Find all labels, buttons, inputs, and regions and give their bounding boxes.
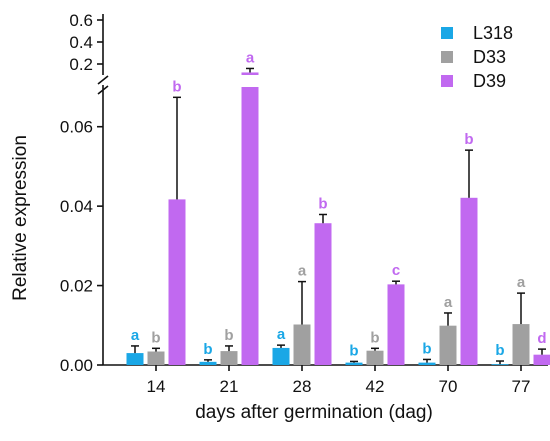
bar (241, 87, 259, 365)
significance-letter: a (277, 326, 286, 343)
x-tick-label: 21 (220, 377, 239, 396)
bar (512, 324, 530, 365)
significance-letter: a (298, 263, 307, 280)
bar (460, 197, 478, 365)
y-tick-label: 0.02 (60, 277, 93, 296)
bar (533, 354, 550, 365)
significance-letter: b (495, 342, 504, 359)
bar (272, 347, 290, 365)
x-tick-label: 42 (366, 377, 385, 396)
legend-swatch (441, 51, 453, 63)
significance-letter: b (318, 195, 327, 212)
significance-letter: a (246, 49, 255, 66)
significance-letter: b (464, 131, 473, 148)
significance-letter: a (131, 327, 140, 344)
bar (491, 364, 509, 365)
significance-letter: b (422, 340, 431, 357)
bar (345, 362, 363, 365)
bar (241, 72, 259, 75)
y-tick-label: 0.4 (69, 33, 93, 52)
x-tick-label: 70 (439, 377, 458, 396)
bar (314, 223, 332, 365)
x-axis-title: days after germination (dag) (195, 402, 433, 423)
significance-letter: a (517, 274, 526, 291)
bar (387, 284, 405, 365)
bar (366, 350, 384, 365)
y-axis-title: Relative expression (10, 135, 31, 301)
axis-break-mark (97, 75, 109, 85)
x-tick-label: 14 (147, 377, 166, 396)
significance-letter: d (537, 330, 546, 347)
legend-label: L318 (473, 23, 513, 43)
significance-letter: a (444, 294, 453, 311)
legend-swatch (441, 75, 453, 87)
significance-letter: b (172, 78, 181, 95)
y-tick-label: 0.6 (69, 11, 93, 30)
bar (220, 351, 238, 365)
y-tick-label: 0.2 (69, 55, 93, 74)
y-tick-label: 0.00 (60, 356, 93, 375)
significance-letter: c (392, 262, 400, 279)
significance-letter: b (151, 329, 160, 346)
significance-letter: b (370, 329, 379, 346)
y-tick-label: 0.06 (60, 118, 93, 137)
bar (126, 353, 144, 365)
bar (168, 199, 186, 365)
bar (199, 361, 217, 365)
bar (293, 324, 311, 365)
x-tick-label: 77 (512, 377, 531, 396)
bar (147, 351, 165, 365)
x-tick-label: 28 (293, 377, 312, 396)
significance-letter: b (203, 341, 212, 358)
legend-swatch (441, 27, 453, 39)
y-tick-label: 0.04 (60, 197, 93, 216)
bar (418, 362, 436, 365)
significance-letter: b (224, 327, 233, 344)
bar (439, 325, 457, 365)
significance-letter: b (349, 342, 358, 359)
axis-break-mark (97, 85, 109, 95)
legend-label: D33 (473, 47, 506, 67)
legend-label: D39 (473, 71, 506, 91)
